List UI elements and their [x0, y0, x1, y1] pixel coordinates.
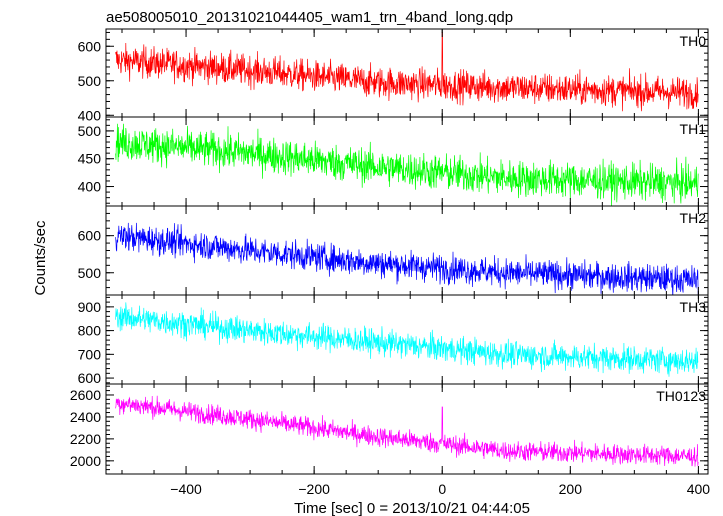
panel-th0123: 2000 2200 2400 2600 TH0123: [70, 383, 709, 475]
y-tick-label: 600: [78, 228, 102, 244]
x-tick-label: 400: [687, 481, 711, 497]
panel-label: TH2: [680, 210, 707, 226]
panel-label: TH0123: [656, 388, 706, 404]
y-tick-label: 800: [78, 323, 102, 339]
y-tick-label: 500: [78, 123, 102, 139]
panel-th2: 500 600 TH2: [78, 205, 709, 296]
panel-th3: 600 700 800 900 TH3: [78, 294, 709, 386]
panel-th0: 400 500 600 TH0: [78, 28, 709, 123]
y-axis-label: Counts/sec: [32, 220, 49, 296]
y-tick-label: 400: [78, 107, 102, 123]
series-line-th2: [115, 222, 699, 295]
y-tick-label: 900: [78, 299, 102, 315]
panel-label: TH1: [680, 121, 707, 137]
y-tick-label: 600: [78, 38, 102, 54]
y-tick-label: 2400: [70, 409, 101, 425]
panel-frame: [105, 294, 709, 385]
panel-frame: [105, 383, 709, 475]
x-axis-label: Time [sec] 0 = 2013/10/21 04:44:05: [294, 500, 530, 516]
y-tick-label: 400: [78, 179, 102, 195]
y-tick-label: 700: [78, 346, 102, 362]
y-tick-label: 500: [78, 265, 102, 281]
y-tick-label: 450: [78, 151, 102, 167]
y-tick-label: 2600: [70, 387, 101, 403]
panel-label: TH0: [680, 33, 707, 49]
y-tick-label: 600: [78, 370, 102, 386]
x-tick-label: 200: [559, 481, 583, 497]
series-line-th0: [115, 32, 699, 112]
panel-frame: [105, 116, 709, 207]
panel-label: TH3: [680, 299, 707, 315]
x-tick-label: 0: [438, 481, 446, 497]
panel-th1: 400 450 500 TH1: [78, 116, 709, 207]
y-tick-label: 2200: [70, 431, 101, 447]
chart-title: ae508005010_20131021044405_wam1_trn_4ban…: [106, 9, 513, 26]
panel-frame: [105, 28, 709, 118]
y-tick-label: 500: [78, 73, 102, 89]
y-tick-label: 2000: [70, 453, 101, 469]
series-line-th0123: [115, 395, 699, 467]
series-line-th1: [115, 123, 699, 206]
x-tick-label: −400: [170, 481, 202, 497]
series-line-th3: [115, 302, 699, 377]
x-tick-label: −200: [298, 481, 330, 497]
